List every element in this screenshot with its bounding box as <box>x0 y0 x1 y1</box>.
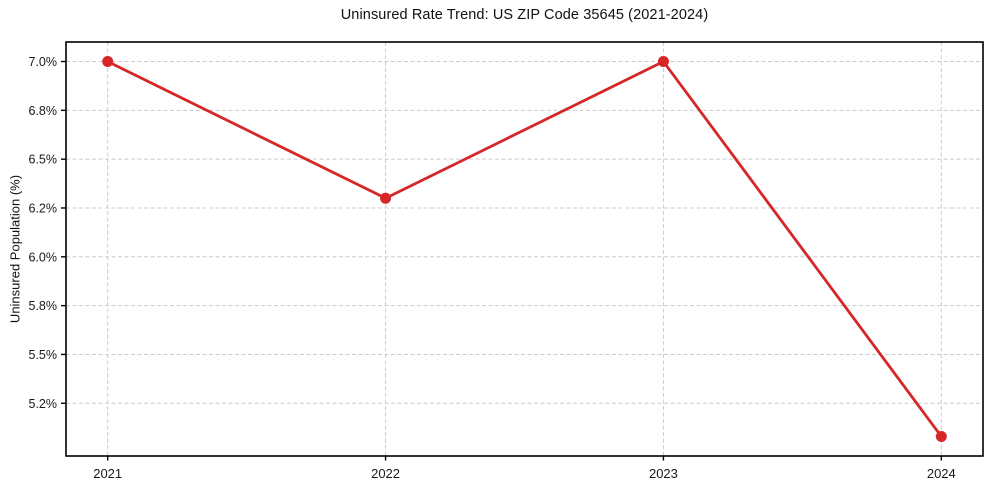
y-tick-label: 6.2% <box>29 201 58 215</box>
y-tick-label: 6.8% <box>29 104 58 118</box>
data-point-marker <box>102 56 114 68</box>
y-tick-label: 5.8% <box>29 299 58 313</box>
x-tick-label: 2022 <box>371 466 400 481</box>
y-tick-label: 5.2% <box>29 397 58 411</box>
data-point-marker <box>380 192 392 204</box>
y-tick-label: 6.5% <box>29 153 58 167</box>
data-point-marker <box>657 56 669 68</box>
trend-line <box>106 60 943 438</box>
y-tick-label: 5.5% <box>29 348 58 362</box>
x-tick-label: 2023 <box>649 466 678 481</box>
y-tick-label: 7.0% <box>29 55 58 69</box>
x-tick-label: 2021 <box>93 466 122 481</box>
x-tick-label: 2024 <box>927 466 956 481</box>
y-tick-label: 6.0% <box>29 250 58 264</box>
axes-frame <box>65 41 984 457</box>
chart-title: Uninsured Rate Trend: US ZIP Code 35645 … <box>340 7 709 23</box>
data-point-marker <box>935 430 947 442</box>
